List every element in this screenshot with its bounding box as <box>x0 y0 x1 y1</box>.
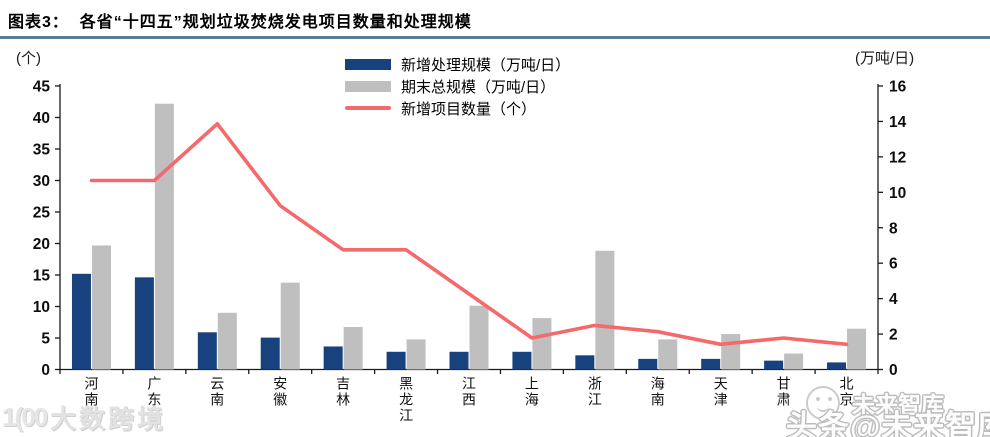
bar-new-capacity <box>197 332 217 370</box>
x-axis-label-1: 河南 <box>83 376 100 408</box>
legend-label: 期末总规模（万吨/日） <box>401 78 556 96</box>
legend-swatch-gray-bar <box>345 80 391 92</box>
right-axis-tick-label: 2 <box>889 327 898 344</box>
bar-new-capacity <box>71 273 91 370</box>
bar-new-capacity <box>449 351 469 370</box>
bar-new-capacity <box>575 355 595 370</box>
left-axis-tick-label: 25 <box>33 205 51 222</box>
x-axis-label-9: 浙江 <box>586 376 603 408</box>
right-axis-tick-label: 12 <box>889 149 906 166</box>
right-axis-tick-label: 10 <box>889 185 906 202</box>
right-axis-tick-label: 0 <box>889 362 898 379</box>
bar-new-capacity <box>260 337 280 370</box>
figure-title: 图表3： 各省“十四五”规划垃圾焚烧发电项目数量和处理规模 <box>8 14 472 31</box>
bar-total-capacity <box>217 312 237 370</box>
left-axis-tick-label: 0 <box>41 362 50 379</box>
bar-total-capacity <box>658 339 678 370</box>
bar-total-capacity <box>154 103 174 370</box>
x-axis-label-3: 云南 <box>209 376 226 408</box>
left-axis-tick-label: 40 <box>33 110 50 127</box>
bar-new-capacity <box>764 360 784 370</box>
bar-new-capacity <box>701 358 721 370</box>
right-axis-tick-label: 4 <box>889 291 898 308</box>
left-axis-tick-label: 30 <box>33 173 50 190</box>
bar-total-capacity <box>280 282 300 370</box>
left-axis-unit: (个) <box>16 50 41 67</box>
legend-item-total-capacity: 期末总规模（万吨/日） <box>345 77 570 96</box>
left-axis-tick-label: 5 <box>41 331 50 348</box>
right-axis-tick-label: 6 <box>889 256 898 273</box>
legend-item-new-projects: 新增项目数量（个） <box>345 99 570 118</box>
bar-total-capacity <box>595 250 615 370</box>
bar-total-capacity <box>532 318 552 370</box>
bar-new-capacity <box>134 277 154 370</box>
right-axis-tick-label: 8 <box>889 220 898 237</box>
x-axis-label-7: 江西 <box>461 376 477 408</box>
x-axis-label-5: 吉林 <box>335 376 352 408</box>
title-divider <box>0 36 990 39</box>
bar-total-capacity <box>784 353 804 370</box>
left-axis-tick-label: 15 <box>33 268 51 285</box>
bar-new-capacity <box>638 358 658 370</box>
left-axis-tick-label: 35 <box>33 142 51 159</box>
x-axis-label-4: 安徽 <box>272 376 289 408</box>
x-axis-label-6: 黑龙江 <box>398 376 415 424</box>
bar-total-capacity <box>721 334 741 370</box>
bar-total-capacity <box>343 326 363 370</box>
bar-total-capacity <box>91 245 111 370</box>
bar-total-capacity <box>847 328 867 370</box>
bar-new-capacity <box>323 346 343 370</box>
left-axis-tick-label: 20 <box>33 236 50 253</box>
bar-new-capacity <box>512 351 532 370</box>
bar-new-capacity <box>386 351 406 370</box>
legend-label: 新增处理规模（万吨/日） <box>401 56 571 74</box>
x-axis-label-12: 甘肃 <box>775 376 792 408</box>
left-axis-tick-label: 45 <box>33 79 51 96</box>
bar-new-capacity <box>827 362 847 370</box>
x-axis-label-2: 广东 <box>146 376 163 408</box>
right-axis-tick-label: 16 <box>889 79 907 96</box>
x-axis-label-11: 天津 <box>712 376 729 408</box>
legend: 新增处理规模（万吨/日） 期末总规模（万吨/日） 新增项目数量（个） <box>345 55 571 118</box>
x-axis-label-8: 上海 <box>523 376 540 408</box>
x-axis-label-13: 北京 <box>838 376 855 408</box>
bar-total-capacity <box>406 339 426 370</box>
legend-swatch-blue-bar <box>345 58 391 70</box>
right-axis-tick-label: 14 <box>889 114 907 131</box>
right-axis-unit: (万吨/日) <box>855 50 915 67</box>
legend-item-new-capacity: 新增处理规模（万吨/日） <box>345 55 571 74</box>
line-new-projects <box>89 122 849 347</box>
left-axis-tick-label: 10 <box>33 299 50 316</box>
bar-total-capacity <box>469 305 489 370</box>
legend-swatch-red-line <box>345 106 391 110</box>
legend-label: 新增项目数量（个） <box>401 100 537 118</box>
x-axis-label-10: 海南 <box>649 376 666 408</box>
